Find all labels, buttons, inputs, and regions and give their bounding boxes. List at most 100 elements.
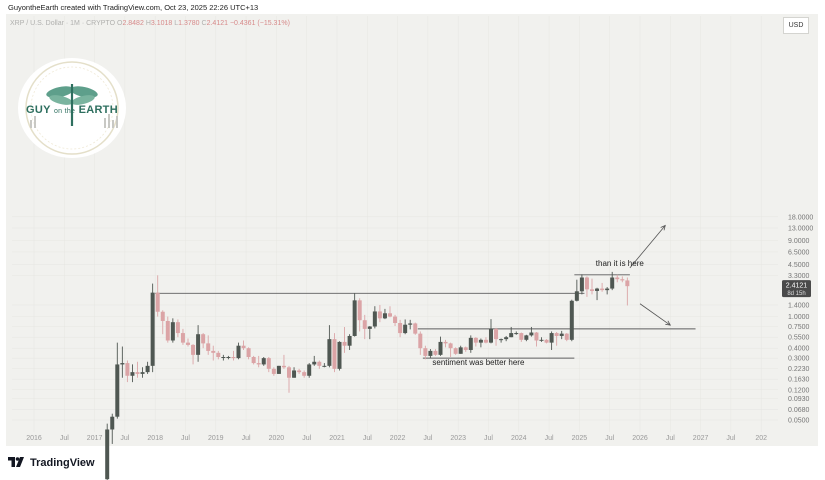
candle [574,279,579,302]
grid [12,16,778,432]
currency-button[interactable]: USD [783,17,809,34]
candle [625,277,630,306]
candle-body [165,320,170,341]
candle [499,338,504,343]
candle-body [574,291,579,301]
candle [494,327,499,346]
candle [453,347,458,355]
annotation-text: sentiment was better here [432,358,525,367]
time-tick-label: 202 [755,435,767,442]
candle-body [337,341,342,369]
candle-body [241,345,246,349]
candle-body [615,277,620,280]
open-label: O [116,20,123,27]
forecast-arrows [629,224,672,326]
candle [509,326,514,338]
candle-body [494,328,499,340]
candle [256,355,261,368]
time-tick-label: Jul [60,435,69,442]
candle [226,355,231,360]
candle [322,363,327,368]
time-tick-label: Jul [605,435,614,442]
candle [145,361,150,374]
candle-body [251,357,256,364]
candle [579,274,584,295]
candle [403,319,408,335]
candle [529,326,534,337]
candle-body [357,300,362,321]
candle [105,423,110,480]
candle-body [579,277,584,292]
candle [620,276,625,283]
price-tick-label: 0.0930 [788,396,810,403]
close-label: C [201,20,207,27]
candle-body [418,333,423,349]
candle-body [180,333,185,343]
candle-body [483,339,488,343]
candle [297,368,302,374]
forecast-arrow [639,303,672,326]
candle-body [150,292,155,366]
candle [615,274,620,283]
candle-body [135,372,140,374]
time-tick-label: Jul [302,435,311,442]
candle [347,334,352,350]
price-tick-label: 4.5000 [788,262,810,269]
candles [105,271,630,480]
candle [337,341,342,371]
candle [362,314,367,340]
time-tick-label: 2017 [87,435,103,442]
price-scale: 18.0000 13.0000 9.0000 6.5000 4.5000 3.3000 1.… [788,214,813,424]
time-tick-label: Jul [363,435,372,442]
candle-body [499,339,504,341]
candle-body [403,324,408,334]
candle-body [292,370,297,378]
candle [201,333,206,349]
candle-body [266,358,271,369]
candle-body [105,429,110,480]
candle [170,318,175,343]
dragonfly-icon [25,61,119,155]
candle [125,360,130,383]
candle [372,306,377,329]
candle [160,310,165,335]
candle-body [201,334,206,344]
candle-body [595,288,600,291]
candle [216,350,221,360]
annotation-text: than it is here [596,259,645,268]
candle [287,365,291,393]
candle-body [605,288,610,291]
time-tick-label: 2026 [632,435,648,442]
candle-body [170,322,175,341]
candle [281,354,286,369]
candle-body [468,337,473,350]
candle [352,293,357,337]
candle-body [125,363,130,376]
candle-body [307,364,312,376]
candle-body [489,328,493,343]
candle-body [569,300,574,340]
candle-body [231,357,236,359]
chart-panel[interactable] [6,14,818,446]
time-tick-label: 2023 [450,435,466,442]
candle [211,345,216,361]
candle [236,342,241,360]
candle [135,361,140,378]
candle [413,322,418,335]
time-tick-label: Jul [423,435,432,442]
candle [478,338,483,348]
candle [605,287,610,295]
symbol-label: XRP / U.S. Dollar · 1M · CRYPTO [10,20,116,27]
chart-attribution: GuyontheEarth created with TradingView.c… [8,3,259,12]
candle-body [221,357,226,359]
candle-body [211,350,216,353]
candle-body [544,339,549,343]
candle-body [130,372,135,376]
candle-body [549,333,554,343]
candle-body [246,348,251,358]
candle [206,335,211,355]
candle [271,367,276,376]
tradingview-footer[interactable]: TradingView [8,456,95,470]
